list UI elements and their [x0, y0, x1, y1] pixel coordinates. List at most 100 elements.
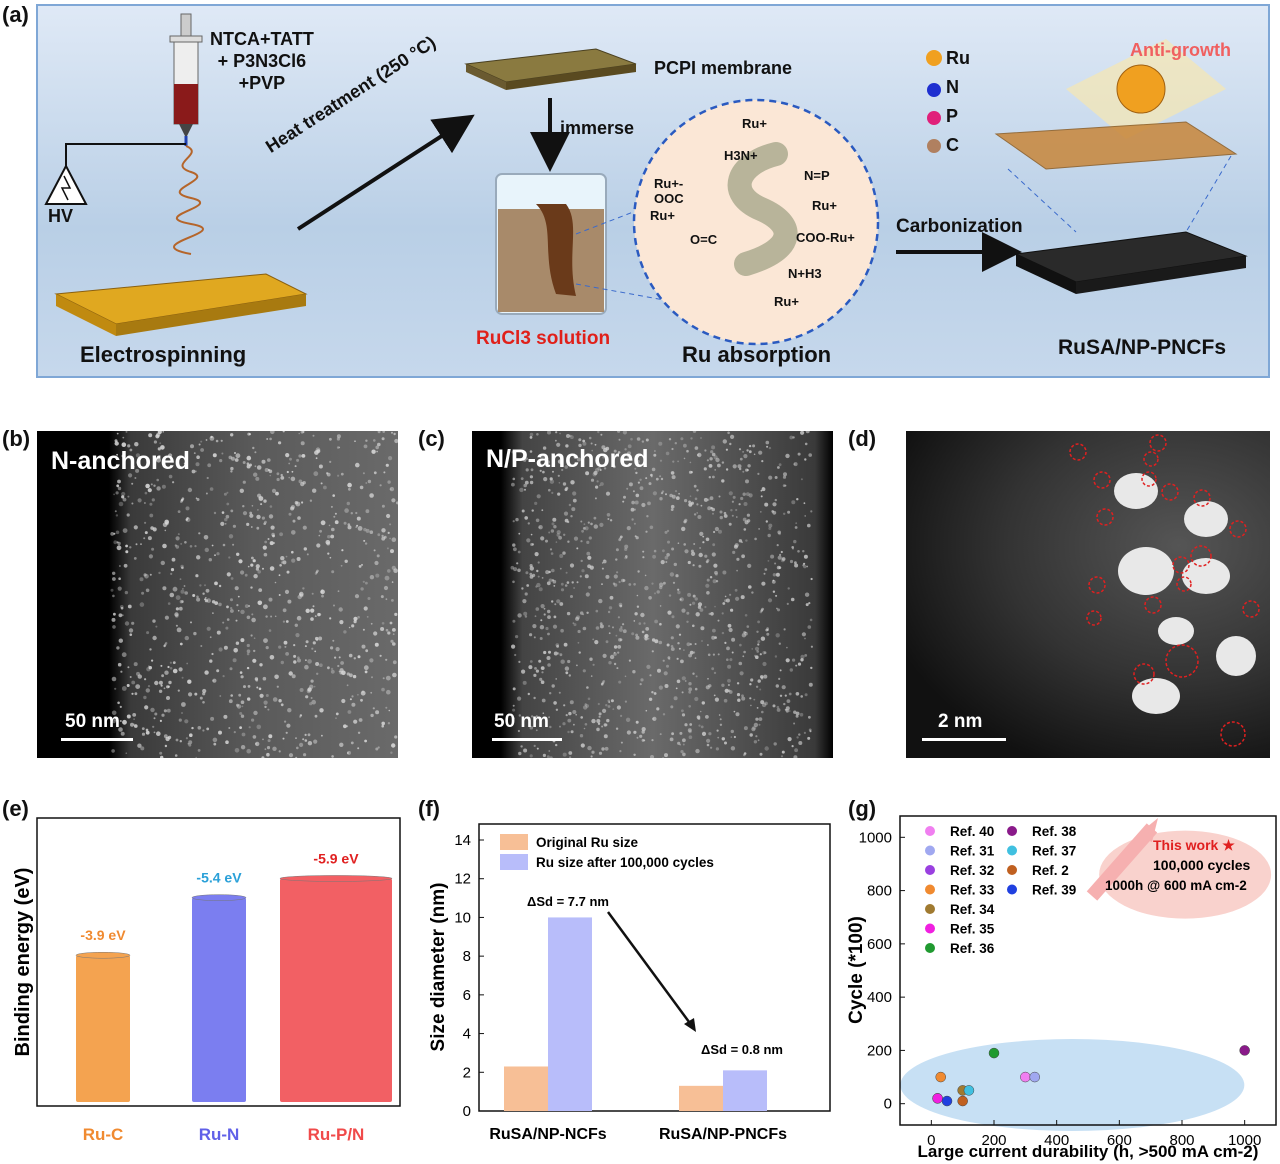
- particle-dot: [803, 502, 806, 505]
- particle-dot: [800, 478, 803, 481]
- particle-dot: [240, 700, 245, 704]
- particle-dot: [330, 505, 333, 508]
- particle-dot: [184, 719, 189, 724]
- particle-dot: [709, 496, 714, 501]
- particle-dot: [528, 665, 533, 670]
- particle-dot: [670, 705, 674, 709]
- particle-dot: [121, 454, 125, 458]
- x-tick-label: Ru-C: [83, 1125, 124, 1144]
- particle-dot: [118, 501, 124, 507]
- particle-dot: [805, 603, 809, 607]
- particle-dot: [687, 560, 691, 565]
- particle-dot: [394, 735, 398, 739]
- particle-dot: [728, 627, 733, 633]
- particle-dot: [381, 528, 386, 533]
- particle-dot: [689, 643, 692, 646]
- particle-dot: [665, 561, 668, 563]
- particle-dot: [111, 719, 116, 724]
- particle-dot: [580, 559, 583, 563]
- x-tick-label: 0: [927, 1132, 935, 1149]
- particle-dot: [179, 740, 182, 743]
- particle-dot: [548, 570, 551, 574]
- particle-dot: [162, 543, 167, 549]
- particle-dot: [212, 678, 217, 683]
- particle-dot: [112, 625, 116, 629]
- particle-dot: [688, 682, 692, 686]
- particle-dot: [764, 701, 768, 706]
- particle-dot: [800, 658, 804, 662]
- particle-dot: [332, 639, 335, 642]
- particle-dot: [715, 457, 720, 463]
- particle-dot: [711, 452, 716, 457]
- particle-dot: [375, 710, 380, 715]
- particle-dot: [719, 515, 723, 520]
- particle-dot: [533, 696, 536, 700]
- particle-dot: [381, 536, 386, 541]
- particle-dot: [727, 623, 732, 628]
- micrograph-b-texture: [110, 431, 398, 758]
- particle-dot: [551, 491, 554, 494]
- particle-dot: [131, 692, 134, 695]
- particle-dot: [637, 570, 640, 573]
- particle-dot: [743, 631, 746, 634]
- particle-dot: [385, 628, 389, 632]
- particle-dot: [546, 755, 550, 758]
- particle-dot: [385, 658, 388, 661]
- particle-dot: [338, 607, 343, 612]
- particle-dot: [692, 564, 695, 567]
- particle-dot: [369, 530, 374, 534]
- particle-dot: [549, 479, 555, 484]
- particle-dot: [165, 736, 170, 742]
- particle-dot: [775, 633, 780, 638]
- particle-dot: [251, 718, 255, 722]
- particle-dot: [355, 511, 358, 515]
- particle-dot: [529, 575, 534, 579]
- particle-dot: [536, 582, 541, 588]
- particle-dot: [117, 479, 121, 484]
- particle-dot: [535, 729, 538, 732]
- particle-dot: [177, 689, 180, 692]
- particle-dot: [391, 599, 394, 602]
- particle-dot: [543, 477, 548, 482]
- particle-dot: [793, 710, 797, 714]
- data-point: [941, 1095, 953, 1107]
- particle-dot: [339, 742, 344, 747]
- particle-dot: [258, 588, 263, 592]
- particle-dot: [787, 587, 790, 590]
- particle-dot: [191, 726, 194, 730]
- particle-dot: [134, 442, 139, 447]
- particle-dot: [161, 484, 166, 489]
- particle-dot: [598, 598, 603, 604]
- particle-dot: [264, 705, 267, 709]
- particle-dot: [270, 525, 275, 530]
- particle-dot: [750, 678, 754, 682]
- particle-dot: [351, 624, 355, 628]
- particle-dot: [538, 659, 542, 663]
- particle-dot: [513, 567, 518, 572]
- particle-dot: [562, 752, 567, 757]
- particle-dot: [743, 650, 746, 654]
- particle-dot: [153, 440, 157, 444]
- particle-dot: [547, 431, 551, 435]
- particle-dot: [612, 708, 615, 710]
- particle-dot: [681, 713, 686, 717]
- particle-dot: [168, 680, 172, 685]
- particle-dot: [249, 513, 254, 518]
- particle-dot: [184, 457, 188, 461]
- particle-dot: [633, 620, 636, 622]
- particle-dot: [144, 705, 149, 710]
- particle-dot: [705, 560, 709, 564]
- particle-dot: [214, 554, 216, 557]
- particle-dot: [167, 602, 171, 605]
- particle-dot: [713, 530, 716, 534]
- particle-dot: [580, 611, 584, 615]
- particle-dot: [529, 725, 534, 730]
- particle-dot: [726, 658, 729, 661]
- particle-dot: [230, 598, 233, 602]
- particle-dot: [307, 741, 313, 746]
- particle-dot: [764, 746, 769, 751]
- legend-marker: [1007, 865, 1017, 875]
- particle-dot: [556, 442, 561, 447]
- particle-dot: [538, 525, 543, 530]
- particle-dot: [784, 694, 787, 697]
